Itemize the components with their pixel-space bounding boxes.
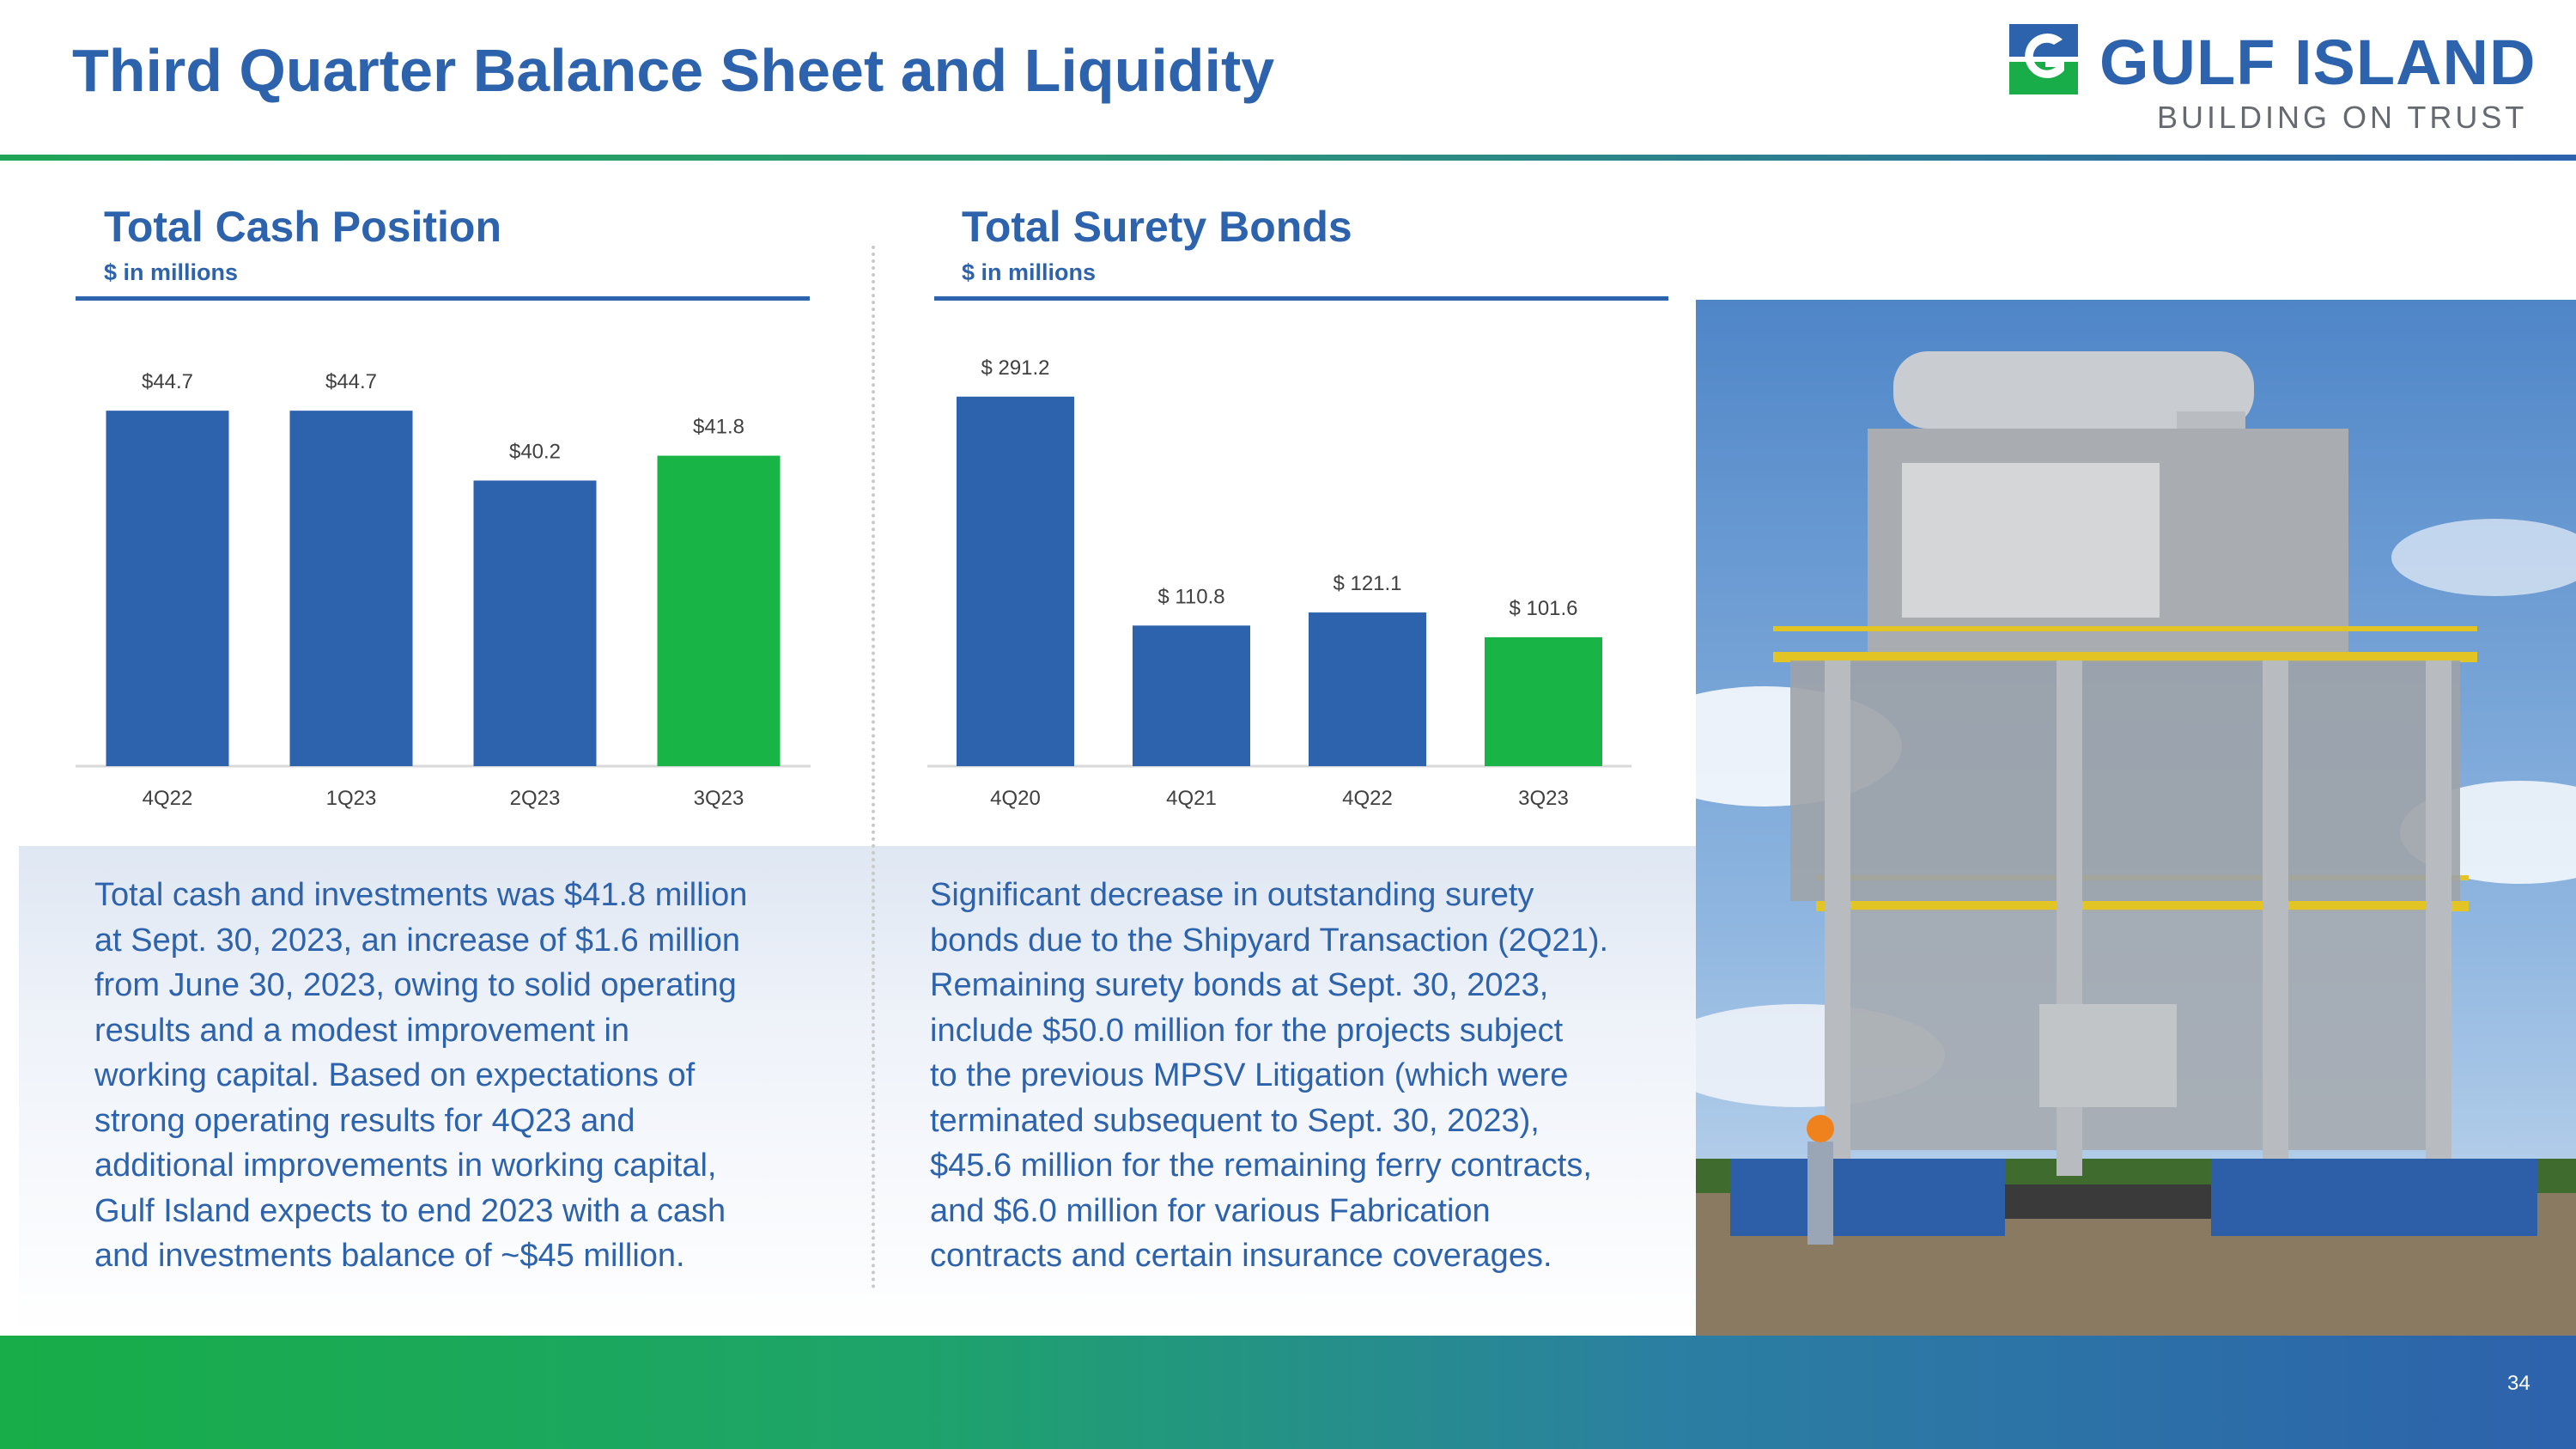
cash-commentary-line: strong operating results for 4Q23 and bbox=[94, 1102, 635, 1139]
footer-bar bbox=[0, 1336, 2576, 1449]
surety-bar-3Q23 bbox=[1485, 636, 1602, 766]
cash-bar-2Q23 bbox=[473, 480, 597, 766]
surety-section-rule bbox=[934, 296, 1668, 301]
cash-commentary-line: from June 30, 2023, owing to solid opera… bbox=[94, 967, 737, 1003]
cash-tick-label: 4Q22 bbox=[143, 787, 193, 810]
surety-commentary-line: bonds due to the Shipyard Transaction (2… bbox=[930, 922, 1609, 959]
platform-module-photo bbox=[1696, 300, 2576, 1336]
cash-commentary-line: and investments balance of ~$45 million. bbox=[94, 1238, 685, 1274]
page-number: 34 bbox=[2507, 1372, 2530, 1395]
cash-section-rule bbox=[76, 296, 810, 301]
surety-commentary: Significant decrease in outstanding sure… bbox=[930, 873, 1686, 1279]
company-logo bbox=[2009, 24, 2524, 144]
page-title: Third Quarter Balance Sheet and Liquidit… bbox=[72, 37, 1275, 104]
cash-commentary-line: additional improvements in working capit… bbox=[94, 1148, 717, 1184]
surety-bar-4Q22 bbox=[1309, 612, 1426, 766]
cash-bar-1Q23 bbox=[289, 411, 413, 766]
surety-data-label: $ 101.6 bbox=[1509, 597, 1577, 620]
surety-commentary-line: to the previous MPSV Litigation (which w… bbox=[930, 1057, 1569, 1093]
cash-data-label: $40.2 bbox=[509, 440, 561, 463]
surety-bar-4Q20 bbox=[957, 396, 1074, 766]
surety-bar-chart: $ 291.2 4Q20 $ 110.8 4Q21 $ 121.1 4Q22 $ 101.6… bbox=[927, 356, 1631, 810]
cash-chart-subtitle: $ in millions bbox=[104, 259, 239, 285]
surety-chart-subtitle: $ in millions bbox=[962, 259, 1097, 285]
surety-data-label: $ 121.1 bbox=[1333, 572, 1401, 595]
cash-bar-3Q23 bbox=[657, 455, 781, 766]
surety-chart-title: Total Surety Bonds bbox=[962, 203, 1352, 251]
surety-data-label: $ 110.8 bbox=[1157, 585, 1224, 608]
section-divider bbox=[872, 246, 875, 1289]
cash-commentary-line: Total cash and investments was $41.8 mil… bbox=[94, 877, 748, 913]
cash-bar-4Q22 bbox=[106, 411, 229, 766]
surety-commentary-line: $45.6 million for the remaining ferry co… bbox=[930, 1148, 1592, 1184]
surety-tick-label: 4Q22 bbox=[1342, 787, 1393, 810]
header-rule bbox=[0, 155, 2576, 161]
cash-bar-chart: $44.7 4Q22 $44.7 1Q23 $40.2 2Q23 $41.8 3Q23 bbox=[76, 370, 811, 810]
cash-chart-title: Total Cash Position bbox=[104, 203, 501, 251]
surety-commentary-line: Remaining surety bonds at Sept. 30, 2023… bbox=[930, 967, 1549, 1003]
cash-data-label: $44.7 bbox=[142, 370, 193, 393]
cash-tick-label: 3Q23 bbox=[694, 787, 744, 810]
cash-tick-label: 1Q23 bbox=[326, 787, 377, 810]
cash-commentary-line: at Sept. 30, 2023, an increase of $1.6 m… bbox=[94, 922, 741, 959]
cash-data-label: $44.7 bbox=[325, 370, 377, 393]
commentary-band bbox=[19, 846, 1696, 1336]
cash-commentary-line: results and a modest improvement in bbox=[94, 1012, 630, 1049]
surety-data-label: $ 291.2 bbox=[981, 356, 1049, 380]
cash-commentary-line: working capital. Based on expectations o… bbox=[94, 1057, 696, 1093]
cash-data-label: $41.8 bbox=[693, 416, 744, 439]
surety-tick-label: 3Q23 bbox=[1518, 787, 1569, 810]
surety-commentary-line: contracts and certain insurance coverage… bbox=[930, 1238, 1552, 1274]
surety-tick-label: 4Q20 bbox=[990, 787, 1041, 810]
gulf-island-logo-icon bbox=[2009, 24, 2078, 94]
logo-tagline: BUILDING ON TRUST bbox=[2157, 100, 2528, 135]
cash-commentary-line: Gulf Island expects to end 2023 with a c… bbox=[94, 1192, 726, 1229]
surety-commentary-line: include $50.0 million for the projects s… bbox=[930, 1012, 1564, 1049]
surety-commentary-line: and $6.0 million for various Fabrication bbox=[930, 1192, 1491, 1229]
surety-commentary-line: Significant decrease in outstanding sure… bbox=[930, 877, 1534, 913]
surety-tick-label: 4Q21 bbox=[1166, 787, 1217, 810]
logo-name: GULF ISLAND bbox=[2099, 27, 2537, 98]
cash-commentary: Total cash and investments was $41.8 mil… bbox=[94, 873, 850, 1279]
surety-bar-4Q21 bbox=[1133, 625, 1250, 766]
cash-tick-label: 2Q23 bbox=[510, 787, 561, 810]
surety-commentary-line: terminated subsequent to Sept. 30, 2023)… bbox=[930, 1102, 1540, 1139]
